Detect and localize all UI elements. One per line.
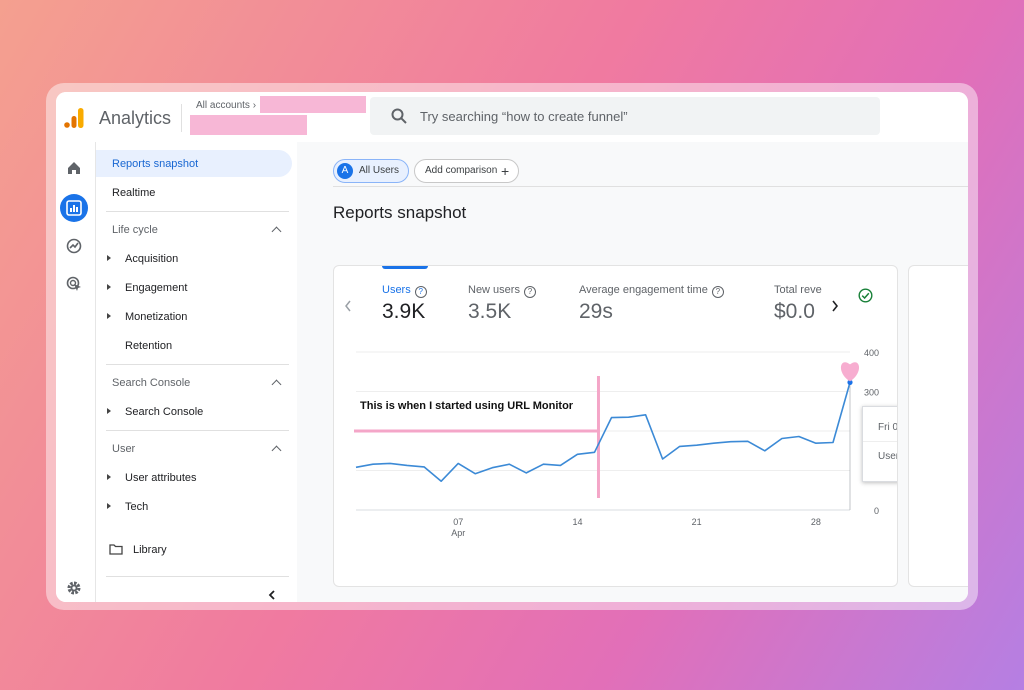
expand-arrow-icon[interactable] (107, 255, 111, 261)
sidebar-item-engagement[interactable]: Engagement (125, 282, 188, 294)
sidebar-item-tech[interactable]: Tech (125, 501, 149, 513)
page-title: Reports snapshot (333, 203, 467, 222)
y-tick-label: 400 (864, 348, 879, 358)
breadcrumb-all-accounts[interactable]: All accounts › (196, 100, 257, 111)
help-icon[interactable]: ? (711, 286, 724, 298)
expand-arrow-icon[interactable] (107, 503, 111, 509)
chart-tooltip: Fri 03 May Users 323 (862, 406, 898, 482)
sidebar-item-search-console[interactable]: Search Console (125, 406, 204, 418)
folder-icon (109, 544, 123, 555)
sidebar-item-reports-snapshot[interactable] (96, 150, 292, 177)
main-content: A All Users Add comparison + Reports sna… (297, 142, 968, 602)
admin-settings-button[interactable] (60, 574, 88, 602)
active-tab-indicator (382, 266, 428, 269)
x-tick-sublabel: Apr (451, 528, 465, 538)
x-tick-label: 14 (572, 517, 582, 527)
chevron-up-icon[interactable] (271, 445, 282, 456)
nav-rail (56, 142, 96, 602)
target-cursor-icon (66, 276, 81, 291)
y-tick-label: 300 (864, 388, 879, 398)
metric-label: Total reve (774, 284, 822, 296)
sidebar-item-retention[interactable]: Retention (125, 340, 173, 352)
expand-arrow-icon[interactable] (107, 408, 111, 414)
metric-label: Users? (382, 284, 427, 298)
section-lifecycle-title[interactable]: Life cycle (112, 224, 158, 236)
app-title: Analytics (99, 108, 172, 128)
all-users-label: All Users (359, 165, 400, 176)
users-series-line (355, 382, 851, 482)
metric-value: $0.0 (774, 300, 815, 323)
x-tick-label: 28 (811, 517, 821, 527)
expand-arrow-icon[interactable] (107, 284, 111, 290)
heart-marker-icon (840, 362, 860, 382)
search-bar[interactable]: Try searching “how to create funnel” (370, 97, 880, 135)
x-tick-label: 07 (453, 517, 463, 527)
gear-icon (67, 581, 81, 595)
add-comparison-button[interactable]: Add comparison + (414, 159, 519, 183)
search-icon (391, 108, 407, 124)
search-placeholder: Try searching “how to create funnel” (420, 109, 628, 124)
explore-icon (66, 238, 82, 254)
analytics-window: Analytics All accounts › Try searching “… (56, 92, 968, 602)
home-button[interactable] (60, 154, 88, 182)
metric-value: 3.5K (468, 300, 512, 323)
metric-tab-total-revenue[interactable]: Total reve $0.0 (772, 280, 822, 330)
tooltip-series-name: Users (878, 451, 897, 462)
tooltip-divider (863, 441, 897, 442)
annotation-text: This is when I started using URL Monitor (360, 400, 574, 412)
section-user-title[interactable]: User (112, 443, 136, 455)
divider (106, 364, 289, 365)
sidebar-item-label: Reports snapshot (112, 158, 199, 170)
expand-arrow-icon[interactable] (107, 313, 111, 319)
check-circle-icon (858, 288, 873, 303)
divider (106, 211, 289, 212)
analytics-logo-icon (64, 108, 84, 128)
reports-sidebar: Reports snapshot Realtime Life cycle Acq… (96, 142, 296, 602)
divider (333, 186, 968, 187)
sidebar-item-monetization[interactable]: Monetization (125, 311, 188, 323)
reports-button[interactable] (60, 194, 88, 222)
sidebar-item-acquisition[interactable]: Acquisition (125, 253, 179, 265)
advertising-button[interactable] (60, 270, 88, 298)
bar-chart-icon (66, 200, 82, 216)
tooltip-date: Fri 03 May (878, 422, 898, 433)
segment-avatar: A (337, 163, 353, 179)
metric-value: 3.9K (382, 300, 426, 323)
redacted-account-name (260, 96, 366, 113)
header-divider (181, 104, 182, 132)
chevron-up-icon[interactable] (271, 379, 282, 390)
divider (106, 576, 289, 577)
secondary-card (908, 265, 968, 587)
y-tick-label: 0 (874, 506, 879, 516)
all-users-chip[interactable]: A All Users (333, 159, 409, 183)
expand-arrow-icon[interactable] (107, 474, 111, 480)
home-icon (68, 162, 80, 174)
users-line-chart: 400300100007142128AprThis is when I star… (354, 348, 879, 538)
chevron-left-icon[interactable] (344, 300, 352, 312)
add-comparison-label: Add comparison (425, 165, 498, 176)
sidebar-item-library[interactable]: Library (133, 544, 167, 556)
plus-icon: + (501, 163, 510, 179)
sidebar-item-realtime[interactable]: Realtime (112, 187, 156, 199)
sidebar-item-user-attributes[interactable]: User attributes (125, 472, 197, 484)
metric-label: New users? (468, 284, 536, 298)
collapse-chevron-left-icon[interactable] (268, 590, 276, 600)
chevron-right-icon[interactable] (831, 300, 839, 312)
redacted-property-name[interactable] (190, 115, 307, 135)
users-overview-card: Users? 3.9K New users? 3.5K Average enga… (333, 265, 898, 587)
hover-point (847, 379, 853, 386)
divider (106, 430, 289, 431)
help-icon[interactable]: ? (414, 286, 427, 298)
metric-label: Average engagement time? (579, 284, 724, 298)
explore-button[interactable] (60, 232, 88, 260)
x-tick-label: 21 (692, 517, 702, 527)
top-bar: Analytics All accounts › Try searching “… (56, 92, 968, 142)
help-icon[interactable]: ? (523, 286, 536, 298)
section-search-console-title[interactable]: Search Console (112, 377, 191, 389)
chevron-up-icon[interactable] (271, 226, 282, 237)
metric-value: 29s (579, 300, 613, 323)
